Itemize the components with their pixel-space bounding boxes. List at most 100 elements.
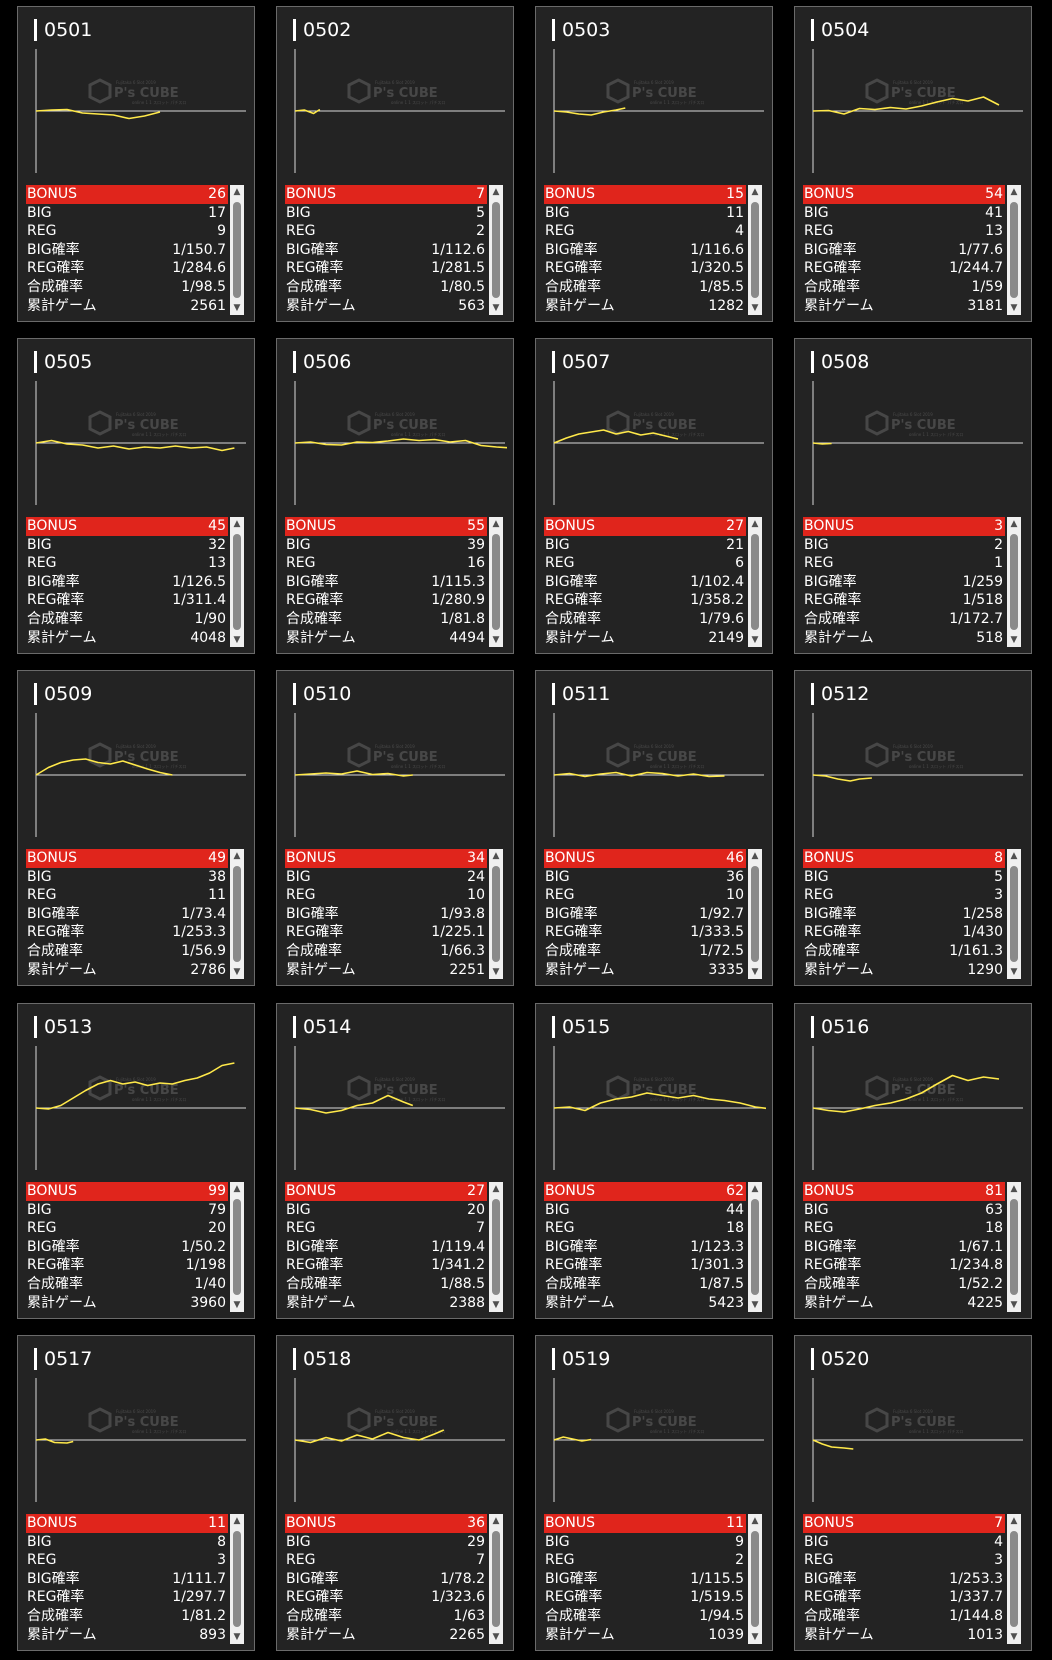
scroll-down-icon[interactable]: ▼ xyxy=(1010,1300,1018,1310)
scroll-down-icon[interactable]: ▼ xyxy=(233,303,241,313)
stats-scrollbar[interactable]: ▲ ▼ xyxy=(748,849,762,979)
scroll-thumb[interactable] xyxy=(751,202,759,298)
stats-scrollbar[interactable]: ▲ ▼ xyxy=(230,517,244,647)
machine-card[interactable]: 0510 Fujitaka 6 Slot 2019 P's CUBE online 1… xyxy=(276,670,514,986)
machine-card[interactable]: 0503 Fujitaka 6 Slot 2019 P's CUBE online 1… xyxy=(535,6,773,322)
scroll-up-icon[interactable]: ▲ xyxy=(1010,187,1018,197)
scroll-down-icon[interactable]: ▼ xyxy=(751,967,759,977)
scroll-thumb[interactable] xyxy=(492,202,500,298)
machine-card[interactable]: 0520 Fujitaka 6 Slot 2019 P's CUBE online 1… xyxy=(794,1335,1032,1651)
scroll-thumb[interactable] xyxy=(492,1199,500,1295)
scroll-up-icon[interactable]: ▲ xyxy=(1010,1184,1018,1194)
stats-scrollbar[interactable]: ▲ ▼ xyxy=(1007,1182,1021,1312)
scroll-down-icon[interactable]: ▼ xyxy=(233,635,241,645)
scroll-down-icon[interactable]: ▼ xyxy=(1010,1632,1018,1642)
scroll-thumb[interactable] xyxy=(233,534,241,630)
machine-card[interactable]: 0519 Fujitaka 6 Slot 2019 P's CUBE online 1… xyxy=(535,1335,773,1651)
scroll-thumb[interactable] xyxy=(233,1531,241,1627)
stats-scrollbar[interactable]: ▲ ▼ xyxy=(230,1182,244,1312)
scroll-thumb[interactable] xyxy=(1010,1531,1018,1627)
scroll-up-icon[interactable]: ▲ xyxy=(233,1516,241,1526)
stats-scrollbar[interactable]: ▲ ▼ xyxy=(1007,185,1021,315)
scroll-up-icon[interactable]: ▲ xyxy=(751,187,759,197)
scroll-down-icon[interactable]: ▼ xyxy=(492,1632,500,1642)
scroll-up-icon[interactable]: ▲ xyxy=(1010,1516,1018,1526)
scroll-thumb[interactable] xyxy=(1010,1199,1018,1295)
machine-card[interactable]: 0515 Fujitaka 6 Slot 2019 P's CUBE online 1… xyxy=(535,1003,773,1319)
stats-scrollbar[interactable]: ▲ ▼ xyxy=(489,1514,503,1644)
machine-card[interactable]: 0501 Fujitaka 6 Slot 2019 P's CUBE online 1… xyxy=(17,6,255,322)
scroll-thumb[interactable] xyxy=(751,866,759,962)
scroll-thumb[interactable] xyxy=(1010,534,1018,630)
stats-scrollbar[interactable]: ▲ ▼ xyxy=(230,1514,244,1644)
stats-scrollbar[interactable]: ▲ ▼ xyxy=(1007,849,1021,979)
scroll-down-icon[interactable]: ▼ xyxy=(1010,635,1018,645)
scroll-thumb[interactable] xyxy=(492,1531,500,1627)
scroll-down-icon[interactable]: ▼ xyxy=(492,303,500,313)
machine-card[interactable]: 0516 Fujitaka 6 Slot 2019 P's CUBE online 1… xyxy=(794,1003,1032,1319)
scroll-thumb[interactable] xyxy=(233,866,241,962)
scroll-up-icon[interactable]: ▲ xyxy=(233,1184,241,1194)
machine-card[interactable]: 0513 Fujitaka 6 Slot 2019 P's CUBE online 1… xyxy=(17,1003,255,1319)
stats-scrollbar[interactable]: ▲ ▼ xyxy=(489,1182,503,1312)
stats-scrollbar[interactable]: ▲ ▼ xyxy=(489,849,503,979)
scroll-thumb[interactable] xyxy=(492,866,500,962)
scroll-up-icon[interactable]: ▲ xyxy=(751,519,759,529)
machine-card[interactable]: 0504 Fujitaka 6 Slot 2019 P's CUBE online 1… xyxy=(794,6,1032,322)
scroll-thumb[interactable] xyxy=(751,1199,759,1295)
scroll-down-icon[interactable]: ▼ xyxy=(492,967,500,977)
scroll-up-icon[interactable]: ▲ xyxy=(751,1184,759,1194)
stats-scrollbar[interactable]: ▲ ▼ xyxy=(748,1182,762,1312)
machine-card[interactable]: 0518 Fujitaka 6 Slot 2019 P's CUBE online 1… xyxy=(276,1335,514,1651)
machine-card[interactable]: 0514 Fujitaka 6 Slot 2019 P's CUBE online 1… xyxy=(276,1003,514,1319)
machine-card[interactable]: 0517 Fujitaka 6 Slot 2019 P's CUBE online 1… xyxy=(17,1335,255,1651)
stats-scrollbar[interactable]: ▲ ▼ xyxy=(489,185,503,315)
machine-card[interactable]: 0509 Fujitaka 6 Slot 2019 P's CUBE online 1… xyxy=(17,670,255,986)
stats-scrollbar[interactable]: ▲ ▼ xyxy=(748,185,762,315)
scroll-up-icon[interactable]: ▲ xyxy=(492,851,500,861)
stats-scrollbar[interactable]: ▲ ▼ xyxy=(230,849,244,979)
scroll-up-icon[interactable]: ▲ xyxy=(751,1516,759,1526)
scroll-up-icon[interactable]: ▲ xyxy=(233,519,241,529)
scroll-down-icon[interactable]: ▼ xyxy=(492,1300,500,1310)
scroll-thumb[interactable] xyxy=(751,534,759,630)
scroll-up-icon[interactable]: ▲ xyxy=(492,187,500,197)
machine-card[interactable]: 0512 Fujitaka 6 Slot 2019 P's CUBE online 1… xyxy=(794,670,1032,986)
scroll-thumb[interactable] xyxy=(492,534,500,630)
stats-scrollbar[interactable]: ▲ ▼ xyxy=(748,517,762,647)
scroll-up-icon[interactable]: ▲ xyxy=(1010,519,1018,529)
scroll-down-icon[interactable]: ▼ xyxy=(492,635,500,645)
scroll-down-icon[interactable]: ▼ xyxy=(233,1632,241,1642)
machine-card[interactable]: 0508 Fujitaka 6 Slot 2019 P's CUBE online 1… xyxy=(794,338,1032,654)
stats-scrollbar[interactable]: ▲ ▼ xyxy=(1007,517,1021,647)
machine-card[interactable]: 0511 Fujitaka 6 Slot 2019 P's CUBE online 1… xyxy=(535,670,773,986)
scroll-down-icon[interactable]: ▼ xyxy=(751,1300,759,1310)
scroll-up-icon[interactable]: ▲ xyxy=(233,851,241,861)
scroll-thumb[interactable] xyxy=(1010,202,1018,298)
stats-scrollbar[interactable]: ▲ ▼ xyxy=(489,517,503,647)
scroll-down-icon[interactable]: ▼ xyxy=(751,1632,759,1642)
scroll-up-icon[interactable]: ▲ xyxy=(233,187,241,197)
machine-card[interactable]: 0506 Fujitaka 6 Slot 2019 P's CUBE online 1… xyxy=(276,338,514,654)
stats-scrollbar[interactable]: ▲ ▼ xyxy=(748,1514,762,1644)
stats-scrollbar[interactable]: ▲ ▼ xyxy=(1007,1514,1021,1644)
scroll-thumb[interactable] xyxy=(1010,866,1018,962)
stats-scrollbar[interactable]: ▲ ▼ xyxy=(230,185,244,315)
scroll-up-icon[interactable]: ▲ xyxy=(1010,851,1018,861)
scroll-up-icon[interactable]: ▲ xyxy=(751,851,759,861)
scroll-down-icon[interactable]: ▼ xyxy=(1010,967,1018,977)
scroll-down-icon[interactable]: ▼ xyxy=(751,635,759,645)
scroll-up-icon[interactable]: ▲ xyxy=(492,1516,500,1526)
scroll-down-icon[interactable]: ▼ xyxy=(751,303,759,313)
scroll-down-icon[interactable]: ▼ xyxy=(233,967,241,977)
scroll-up-icon[interactable]: ▲ xyxy=(492,1184,500,1194)
scroll-down-icon[interactable]: ▼ xyxy=(233,1300,241,1310)
scroll-up-icon[interactable]: ▲ xyxy=(492,519,500,529)
scroll-down-icon[interactable]: ▼ xyxy=(1010,303,1018,313)
scroll-thumb[interactable] xyxy=(751,1531,759,1627)
machine-card[interactable]: 0507 Fujitaka 6 Slot 2019 P's CUBE online 1… xyxy=(535,338,773,654)
scroll-thumb[interactable] xyxy=(233,1199,241,1295)
scroll-thumb[interactable] xyxy=(233,202,241,298)
machine-card[interactable]: 0502 Fujitaka 6 Slot 2019 P's CUBE online 1… xyxy=(276,6,514,322)
machine-card[interactable]: 0505 Fujitaka 6 Slot 2019 P's CUBE online 1… xyxy=(17,338,255,654)
